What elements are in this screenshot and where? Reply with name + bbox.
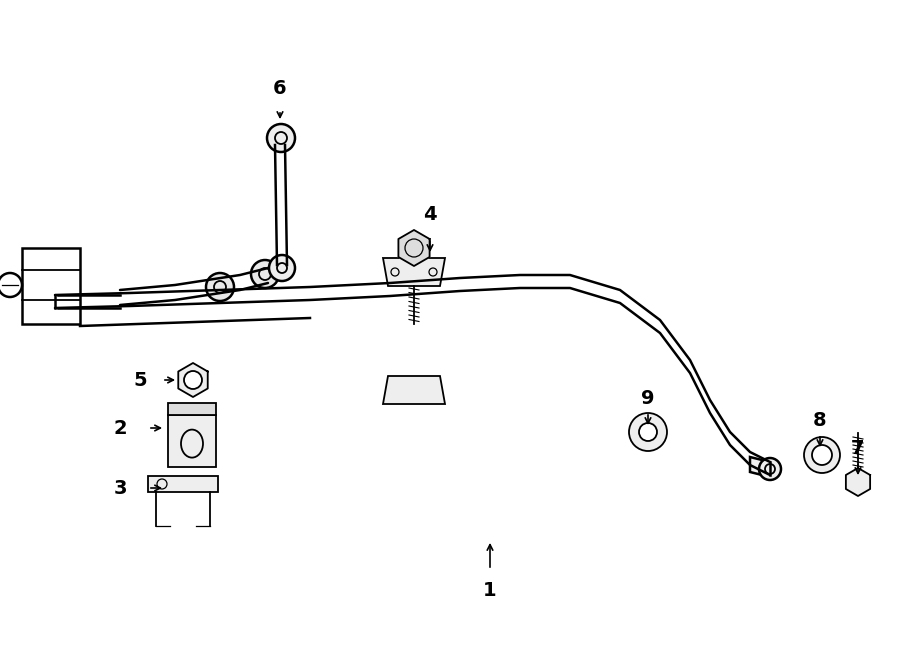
- Circle shape: [269, 255, 295, 281]
- Circle shape: [639, 423, 657, 441]
- Polygon shape: [178, 363, 208, 397]
- Circle shape: [206, 273, 234, 301]
- Polygon shape: [846, 468, 870, 496]
- Text: 6: 6: [274, 79, 287, 97]
- Circle shape: [804, 437, 840, 473]
- Circle shape: [251, 260, 279, 288]
- Polygon shape: [750, 457, 770, 477]
- Polygon shape: [148, 476, 218, 492]
- Text: 3: 3: [113, 479, 127, 498]
- Text: 2: 2: [113, 418, 127, 438]
- Polygon shape: [399, 230, 429, 266]
- Text: 5: 5: [133, 371, 147, 389]
- Text: 8: 8: [814, 410, 827, 430]
- Text: 1: 1: [483, 581, 497, 600]
- Circle shape: [267, 124, 295, 152]
- Circle shape: [812, 445, 832, 465]
- Polygon shape: [383, 258, 445, 286]
- Text: 7: 7: [851, 438, 865, 457]
- Text: 4: 4: [423, 205, 436, 224]
- Polygon shape: [168, 403, 216, 415]
- Circle shape: [629, 413, 667, 451]
- Circle shape: [184, 371, 202, 389]
- Polygon shape: [168, 415, 216, 467]
- Text: 9: 9: [641, 389, 655, 408]
- Polygon shape: [383, 376, 445, 404]
- Circle shape: [759, 458, 781, 480]
